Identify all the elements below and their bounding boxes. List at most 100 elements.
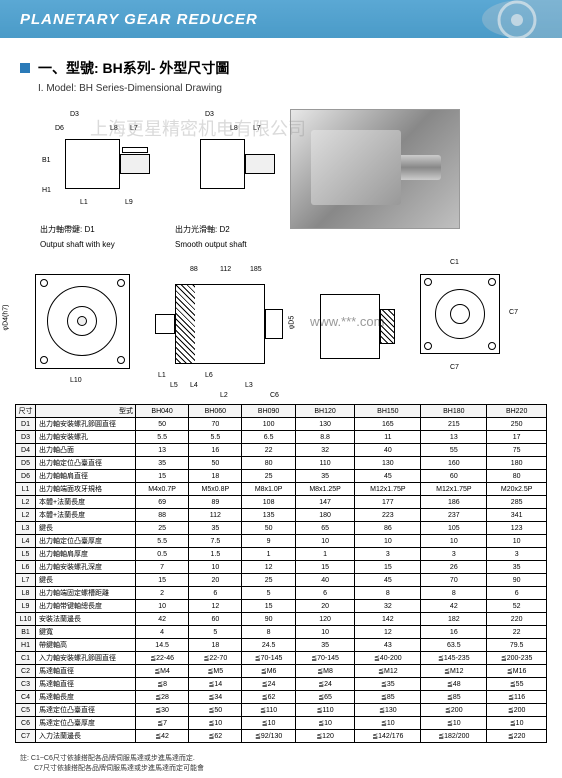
cell-value: 18 <box>189 639 242 652</box>
cell-label: 馬達定位凸臺厚度 <box>36 717 136 730</box>
cell-value: 135 <box>242 509 295 522</box>
dim-d6: D6 <box>55 125 64 132</box>
cell-value: 5 <box>242 587 295 600</box>
cell-value: ≦28 <box>136 691 189 704</box>
dim-c7: C7 <box>450 364 459 371</box>
cell-value: ≦145-235 <box>421 652 487 665</box>
cell-value: ≦10 <box>242 717 295 730</box>
cell-label: 出力軸軸肩厚度 <box>36 548 136 561</box>
cell-value: 223 <box>355 509 421 522</box>
cell-dim: L1 <box>16 483 36 496</box>
cell-value: ≦85 <box>355 691 421 704</box>
th-model: BH220 <box>487 405 547 418</box>
cell-value: ≦24 <box>242 678 295 691</box>
cell-value: 341 <box>487 509 547 522</box>
dim-l9: L9 <box>125 199 133 206</box>
cell-value: M12x1.75P <box>355 483 421 496</box>
cell-value: 285 <box>487 496 547 509</box>
cell-value: ≦35 <box>355 678 421 691</box>
cell-dim: C6 <box>16 717 36 730</box>
cell-value: M12x1.75P <box>421 483 487 496</box>
cell-value: ≦7 <box>136 717 189 730</box>
cell-value: 50 <box>189 457 242 470</box>
product-photo <box>290 109 460 229</box>
cell-label: 馬達軸直徑 <box>36 678 136 691</box>
cell-value: 22 <box>242 444 295 457</box>
cell-label: 馬達軸直徑 <box>36 665 136 678</box>
table-row: L3鍵長2535506586105123 <box>16 522 547 535</box>
cell-value: M8x1.25P <box>295 483 355 496</box>
cell-dim: B1 <box>16 626 36 639</box>
th-model: BH060 <box>189 405 242 418</box>
cell-dim: L2 <box>16 509 36 522</box>
cell-value: 89 <box>189 496 242 509</box>
cell-value: ≦42 <box>136 730 189 743</box>
th-model: BH150 <box>355 405 421 418</box>
dim-l4: L4 <box>190 382 198 389</box>
rear-view: C1 C7 C7 <box>410 264 510 379</box>
shaft2-label-en: Smooth output shaft <box>175 240 275 249</box>
cell-value: 10 <box>421 535 487 548</box>
cell-value: 60 <box>189 613 242 626</box>
cell-value: ≦M8 <box>295 665 355 678</box>
table-row: L4出力軸定位凸臺厚度5.57.5910101010 <box>16 535 547 548</box>
cell-value: 42 <box>136 613 189 626</box>
dim-l10: L10 <box>70 377 82 384</box>
cell-value: 40 <box>295 574 355 587</box>
cell-value: ≦110 <box>295 704 355 717</box>
cell-value: 3 <box>421 548 487 561</box>
cell-value: ≦110 <box>242 704 295 717</box>
cell-value: 18 <box>189 470 242 483</box>
cell-value: 180 <box>487 457 547 470</box>
cell-value: 8 <box>355 587 421 600</box>
cell-value: 10 <box>189 561 242 574</box>
cell-value: 17 <box>487 431 547 444</box>
dim-88: 88 <box>190 266 198 273</box>
cell-value: M8x1.0P <box>242 483 295 496</box>
cell-value: ≦116 <box>487 691 547 704</box>
section-title-row: 一、型號: BH系列- 外型尺寸圖 <box>20 58 542 78</box>
th-model: BH090 <box>242 405 295 418</box>
dim-l1: L1 <box>80 199 88 206</box>
cell-value: 130 <box>295 418 355 431</box>
table-row: L10安裝法蘭邊長426090120142182220 <box>16 613 547 626</box>
cell-value: 15 <box>295 561 355 574</box>
cell-value: ≦M6 <box>242 665 295 678</box>
cell-label: 出力軸定位凸臺直徑 <box>36 457 136 470</box>
url-mask-area: www.***.com <box>310 264 400 394</box>
cell-value: ≦M4 <box>136 665 189 678</box>
cell-label: 鍵長 <box>36 522 136 535</box>
page-header: PLANETARY GEAR REDUCER <box>0 0 562 38</box>
cell-label: 出力軸安裝螺孔節圓直徑 <box>36 418 136 431</box>
cell-value: 16 <box>421 626 487 639</box>
orthographic-views: L10 φD4(h7) 88 112 185 L5 L4 L6 L2 L3 φD… <box>0 259 562 399</box>
cell-value: ≦200 <box>487 704 547 717</box>
cell-dim: L10 <box>16 613 36 626</box>
cell-dim: C7 <box>16 730 36 743</box>
cell-value: 147 <box>295 496 355 509</box>
cell-dim: L8 <box>16 587 36 600</box>
cell-value: 123 <box>487 522 547 535</box>
cell-value: 79.5 <box>487 639 547 652</box>
th-model: BH180 <box>421 405 487 418</box>
cell-value: 60 <box>421 470 487 483</box>
dim-d3: D3 <box>70 111 79 118</box>
table-row: D6出力軸軸肩直徑15182535456080 <box>16 470 547 483</box>
cell-value: ≦M5 <box>189 665 242 678</box>
cell-value: 7 <box>136 561 189 574</box>
cell-value: ≦70-145 <box>295 652 355 665</box>
cell-value: ≦M12 <box>421 665 487 678</box>
cell-dim: L3 <box>16 522 36 535</box>
shaft1-label-cn: 出力軸帶鍵: D1 <box>40 224 160 235</box>
table-row: L2本體+法蘭長度88112135180223237341 <box>16 509 547 522</box>
cell-value: 20 <box>189 574 242 587</box>
cell-value: 10 <box>355 535 421 548</box>
cell-value: 69 <box>136 496 189 509</box>
dim-185: 185 <box>250 266 262 273</box>
cell-dim: L7 <box>16 574 36 587</box>
cell-value: 105 <box>421 522 487 535</box>
table-row: D4出力軸凸面13162232405575 <box>16 444 547 457</box>
cell-value: M20x2.5P <box>487 483 547 496</box>
cell-value: 10 <box>295 535 355 548</box>
cell-value: ≦182/200 <box>421 730 487 743</box>
